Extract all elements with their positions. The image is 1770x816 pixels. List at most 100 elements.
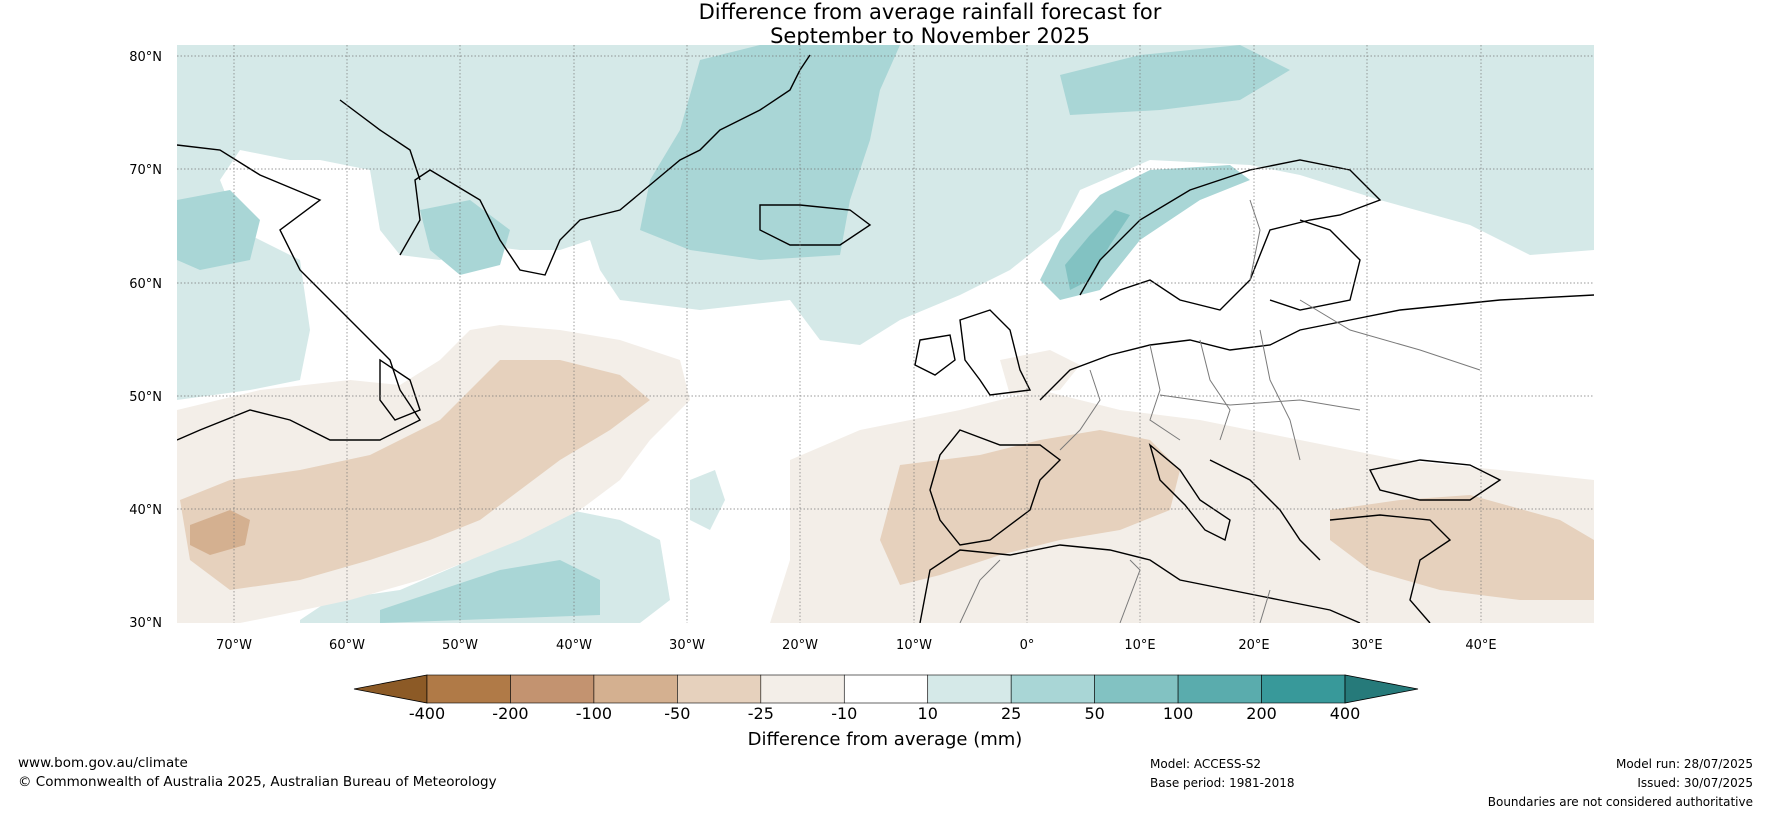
lat-label: 50°N [129, 390, 162, 405]
wet-region-barents [1060, 45, 1290, 115]
coast-turkey-levant [1329, 514, 1452, 623]
lon-label: 30°W [669, 638, 705, 653]
map-panel [177, 45, 1594, 623]
coast-italy [1148, 443, 1231, 542]
colorbar-swatch [1010, 674, 1095, 704]
coastlines [177, 54, 1594, 623]
lat-label: 40°N [129, 503, 162, 518]
lat-label: 80°N [129, 50, 162, 65]
coast-greenland [399, 54, 811, 276]
coast-iberia [929, 429, 1062, 546]
coast-finland [1269, 219, 1361, 311]
wet-region-urals [1520, 150, 1594, 250]
colorbar-swatch [927, 674, 1012, 704]
lon-label: 10°W [896, 638, 932, 653]
lon-label: 50°W [442, 638, 478, 653]
colorbar-tick: -100 [576, 704, 612, 723]
dry-anomaly-shading [177, 325, 1594, 623]
dry-region-ireland-france [1000, 350, 1080, 395]
colorbar-swatch [1261, 674, 1346, 704]
colorbar-extend-high [1344, 674, 1419, 704]
dry-region-us-east-coast [190, 510, 250, 555]
colorbar-tick: -25 [748, 704, 774, 723]
colorbar-tick: -10 [831, 704, 857, 723]
border-line [1259, 589, 1271, 623]
coast-black-sea [1368, 459, 1502, 501]
website-text: www.bom.gov.au/climate [18, 755, 188, 771]
wet-region-subtropical-core [380, 560, 600, 623]
border-line [1059, 369, 1101, 451]
border-line [959, 559, 1001, 623]
lon-label: 20°W [782, 638, 818, 653]
lat-label: 70°N [129, 163, 162, 178]
border-line [1259, 329, 1301, 461]
colorbar-tick: -400 [409, 704, 445, 723]
colorbar-tick: 100 [1163, 704, 1194, 723]
colorbar-tick: 400 [1330, 704, 1361, 723]
map-title: Difference from average rainfall forecas… [0, 0, 1770, 48]
lat-label: 30°N [129, 616, 162, 631]
border-line [1249, 199, 1261, 281]
coast-scandinavia [1079, 159, 1382, 311]
country-borders [959, 199, 1481, 623]
lon-label: 70°W [216, 638, 252, 653]
coast-balkans [1209, 459, 1321, 561]
coast-europe-mainland [1039, 294, 1594, 401]
colorbar-tick-labels: -400 -200 -100 -50 -25 -10 10 25 50 100 … [409, 704, 1360, 723]
coast-iceland [759, 204, 872, 246]
title-line-1: Difference from average rainfall forecas… [698, 0, 1162, 24]
colorbar-tick: 10 [918, 704, 938, 723]
coast-great-britain [959, 309, 1032, 396]
colorbar-swatch [510, 674, 595, 704]
border-line [1149, 344, 1181, 441]
colorbar-swatch [426, 674, 511, 704]
lon-label: 60°W [329, 638, 365, 653]
colorbar-extend-low [353, 674, 428, 704]
graticule [177, 45, 1594, 623]
lon-label: 30°E [1351, 638, 1382, 653]
colorbar-swatch [843, 674, 929, 704]
lon-label: 40°W [556, 638, 592, 653]
disclaimer-text: Boundaries are not considered authoritat… [1487, 795, 1753, 809]
coast-canada [177, 144, 422, 441]
colorbar-swatch [1094, 674, 1179, 704]
wet-region-norway-core [1065, 210, 1130, 290]
latitude-labels: 80°N 70°N 60°N 50°N 40°N 30°N [129, 50, 162, 631]
border-line [1299, 299, 1481, 371]
lat-label: 60°N [129, 277, 162, 292]
coast-newfoundland [379, 358, 421, 421]
title-line-2: September to November 2025 [770, 24, 1090, 48]
colorbar-tick: 50 [1084, 704, 1104, 723]
longitude-labels: 70°W 60°W 50°W 40°W 30°W 20°W 10°W 0° 10… [216, 638, 1497, 653]
lon-label: 10°E [1124, 638, 1155, 653]
colorbar-swatch [1177, 674, 1262, 704]
coast-north-africa [919, 544, 1361, 623]
dry-region-iberia-med [880, 430, 1180, 585]
wet-region-azores [690, 470, 725, 530]
base-period-text: Base period: 1981-2018 [1150, 776, 1295, 790]
wet-region-arctic [177, 45, 1594, 400]
colorbar-label: Difference from average (mm) [748, 729, 1023, 750]
dry-region-turkey [1330, 495, 1594, 600]
wet-region-labrador [177, 190, 260, 270]
model-run-text: Model run: 28/07/2025 [1615, 757, 1753, 771]
colorbar-tick: -200 [492, 704, 528, 723]
colorbar-tick: -50 [664, 704, 690, 723]
model-text: Model: ACCESS-S2 [1150, 757, 1262, 771]
colorbar-swatch [593, 674, 678, 704]
border-line [1199, 339, 1231, 441]
colorbar-tick: 25 [1001, 704, 1021, 723]
coast-ireland [914, 334, 956, 376]
border-line [1159, 394, 1361, 411]
lon-label: 20°E [1238, 638, 1269, 653]
coast-greenland-west [339, 99, 421, 181]
colorbar-swatch [677, 674, 762, 704]
dry-region-western-atlantic-core [180, 360, 650, 590]
wet-region-denmark-strait [420, 200, 510, 275]
copyright-text: © Commonwealth of Australia 2025, Austra… [18, 774, 497, 790]
lon-label: 40°E [1465, 638, 1496, 653]
lon-label: 0° [1020, 638, 1035, 653]
issued-text: Issued: 30/07/2025 [1637, 776, 1753, 790]
wet-region-greenland-sea [640, 45, 900, 260]
